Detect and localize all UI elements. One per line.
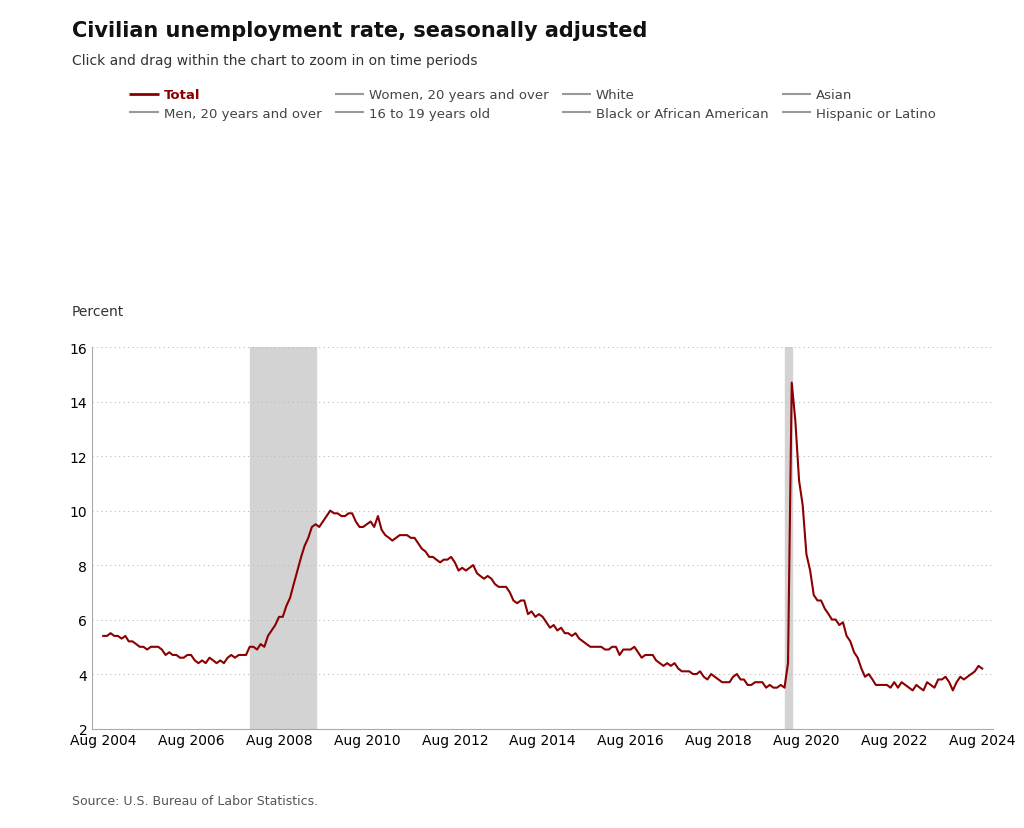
Text: Civilian unemployment rate, seasonally adjusted: Civilian unemployment rate, seasonally a…	[72, 21, 647, 41]
Bar	[250, 348, 315, 729]
Text: Percent: Percent	[72, 305, 124, 319]
Text: Click and drag within the chart to zoom in on time periods: Click and drag within the chart to zoom …	[72, 54, 477, 68]
Text: Source: U.S. Bureau of Labor Statistics.: Source: U.S. Bureau of Labor Statistics.	[72, 794, 317, 807]
Legend: Total, Men, 20 years and over, Women, 20 years and over, 16 to 19 years old, Whi: Total, Men, 20 years and over, Women, 20…	[129, 89, 936, 121]
Bar	[784, 348, 792, 729]
